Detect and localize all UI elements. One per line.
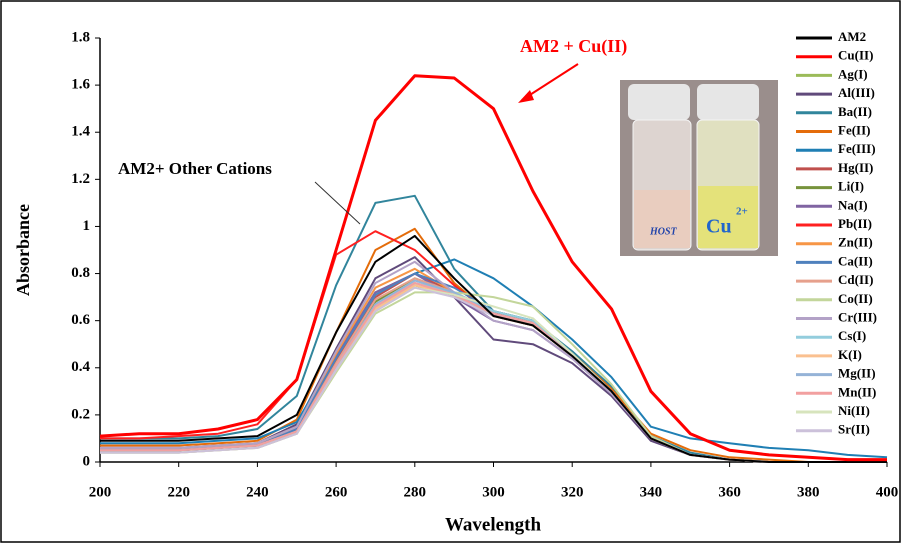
x-tick-label: 400 (876, 484, 899, 500)
legend-label: Mg(II) (838, 366, 876, 381)
legend-label: Ca(II) (838, 253, 873, 268)
legend-label: Ni(II) (838, 403, 870, 418)
legend-label: Al(III) (838, 85, 875, 100)
legend-label: Fe(III) (838, 141, 876, 156)
legend-label: AM2 (838, 29, 866, 44)
inset-photo: HOST Cu 2+ (620, 80, 778, 256)
inset-label: 2+ (736, 206, 748, 218)
y-tick-label: 1.4 (71, 124, 90, 140)
y-tick-label: 1 (83, 218, 91, 234)
legend-label: K(I) (838, 347, 862, 362)
x-tick-label: 340 (640, 484, 663, 500)
legend-label: Li(I) (838, 179, 864, 194)
y-tick-label: 0.2 (71, 406, 90, 422)
legend-label: Cd(II) (838, 272, 873, 287)
inset-label: Cu (706, 216, 732, 238)
x-tick-label: 240 (246, 484, 269, 500)
legend-label: Zn(II) (838, 235, 873, 250)
legend-label: Ag(I) (838, 66, 868, 81)
y-axis-title: Absorbance (13, 204, 33, 296)
legend-label: Sr(II) (838, 422, 870, 437)
legend-label: Mn(II) (838, 384, 876, 399)
y-tick-label: 1.2 (71, 171, 90, 187)
y-tick-label: 0.4 (71, 359, 90, 375)
y-tick-label: 1.6 (71, 77, 90, 93)
y-tick-label: 0 (83, 453, 91, 469)
legend-label: Ba(II) (838, 104, 872, 119)
x-tick-label: 320 (561, 484, 584, 500)
x-tick-label: 280 (404, 484, 427, 500)
annotation-arrow (314, 181, 361, 225)
legend-label: Na(I) (838, 197, 868, 212)
y-tick-label: 0.8 (71, 265, 90, 281)
x-tick-label: 200 (89, 484, 112, 500)
legend-label: Co(II) (838, 291, 873, 306)
series-line (100, 234, 887, 463)
legend-label: Pb(II) (838, 216, 872, 231)
x-axis-title: Wavelength (445, 514, 541, 535)
x-tick-label: 220 (167, 484, 190, 500)
y-tick-label: 0.6 (71, 312, 90, 328)
annotation-arrow-head (518, 90, 534, 103)
x-tick-label: 260 (325, 484, 348, 500)
series-line (100, 258, 888, 459)
inset-label: HOST (649, 226, 678, 237)
x-tick-label: 360 (718, 484, 741, 500)
legend-label: Cs(I) (838, 328, 866, 343)
annotation: AM2+ Other Cations (118, 159, 272, 178)
x-tick-label: 380 (797, 484, 820, 500)
annotation: AM2 + Cu(II) (520, 36, 627, 57)
legend-label: Cu(II) (838, 48, 873, 63)
legend-label: Hg(II) (838, 160, 873, 175)
legend-label: Cr(III) (838, 309, 877, 324)
plot: 0 0.2 0.4 0.6 0.8 1 1.2 1.4 1.6 1.8 200 220 240 260 28… (71, 29, 898, 500)
x-tick-label: 300 (482, 484, 505, 500)
y-tick-label: 1.8 (71, 29, 90, 45)
series-line (99, 74, 887, 462)
legend-label: Fe(II) (838, 122, 871, 137)
